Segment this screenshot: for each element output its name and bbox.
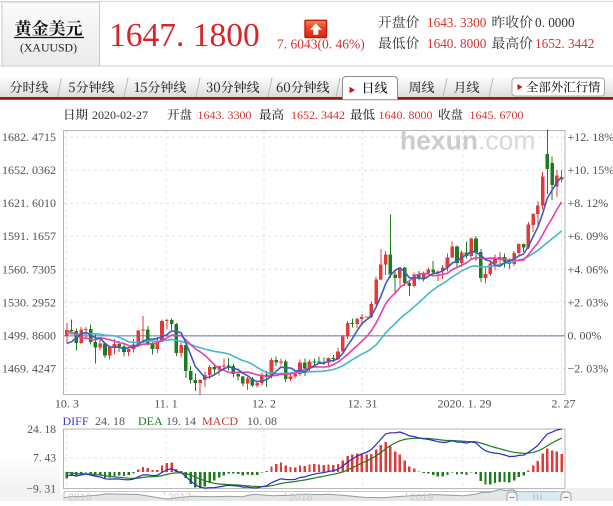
svg-text:1469. 4247: 1469. 4247 xyxy=(2,361,56,375)
svg-text:+8. 12%: +8. 12% xyxy=(568,196,609,210)
svg-text:1621. 6010: 1621. 6010 xyxy=(2,196,56,210)
svg-text:+2. 03%: +2. 03% xyxy=(568,295,609,309)
svg-text:1647. 1800: 1647. 1800 xyxy=(109,17,260,54)
svg-text:2. 27: 2. 27 xyxy=(552,397,576,411)
svg-text:7. 43: 7. 43 xyxy=(33,453,56,465)
svg-text:MACD: MACD xyxy=(202,414,238,428)
svg-text:+6. 09%: +6. 09% xyxy=(568,229,609,243)
svg-text:12. 31: 12. 31 xyxy=(348,397,378,411)
svg-text:19. 14: 19. 14 xyxy=(166,414,196,428)
svg-text:24. 18: 24. 18 xyxy=(95,414,125,428)
svg-text:0. 00%: 0. 00% xyxy=(568,328,602,342)
svg-text:12. 2: 12. 2 xyxy=(252,397,276,411)
svg-text:2018: 2018 xyxy=(289,492,313,502)
svg-text:2016: 2016 xyxy=(68,492,92,502)
svg-text:1652. 0362: 1652. 0362 xyxy=(2,163,56,177)
svg-text:1640. 8000: 1640. 8000 xyxy=(427,36,487,51)
svg-text:1652. 3442: 1652. 3442 xyxy=(535,36,594,51)
svg-text:7. 6043(0. 46%): 7. 6043(0. 46%) xyxy=(277,37,365,52)
svg-text:1645. 6700: 1645. 6700 xyxy=(470,108,524,122)
svg-text:1643. 3300: 1643. 3300 xyxy=(198,108,252,122)
svg-text:2017: 2017 xyxy=(168,492,192,502)
svg-text:+10. 15%: +10. 15% xyxy=(568,163,613,177)
svg-text:1640. 8000: 1640. 8000 xyxy=(379,108,433,122)
svg-text:DEA: DEA xyxy=(138,414,163,428)
svg-text:2019: 2019 xyxy=(410,492,434,502)
svg-text:2020-02-27: 2020-02-27 xyxy=(92,108,148,122)
svg-text:+4. 06%: +4. 06% xyxy=(568,262,609,276)
svg-text:1530. 2952: 1530. 2952 xyxy=(2,295,56,309)
svg-text:1652. 3442: 1652. 3442 xyxy=(291,108,345,122)
svg-text:(XAUUSD): (XAUUSD) xyxy=(20,41,77,55)
svg-text:−2. 03%: −2. 03% xyxy=(568,361,609,375)
svg-text:0. 0000: 0. 0000 xyxy=(535,15,575,30)
svg-text:+12. 18%: +12. 18% xyxy=(568,130,613,144)
svg-text:1560. 7305: 1560. 7305 xyxy=(2,262,56,276)
svg-text:2020. 1. 29: 2020. 1. 29 xyxy=(438,397,492,411)
svg-text:11. 1: 11. 1 xyxy=(154,397,178,411)
svg-text:hexun.com: hexun.com xyxy=(400,126,535,156)
svg-text:10. 3: 10. 3 xyxy=(55,397,79,411)
svg-text:1591. 1657: 1591. 1657 xyxy=(2,229,56,243)
svg-text:1682. 4715: 1682. 4715 xyxy=(2,130,56,144)
svg-text:1499. 8600: 1499. 8600 xyxy=(2,328,56,342)
svg-text:10. 08: 10. 08 xyxy=(247,414,277,428)
svg-text:24. 18: 24. 18 xyxy=(27,424,56,436)
svg-text:1643. 3300: 1643. 3300 xyxy=(427,15,487,30)
svg-text:DIFF: DIFF xyxy=(63,414,89,428)
